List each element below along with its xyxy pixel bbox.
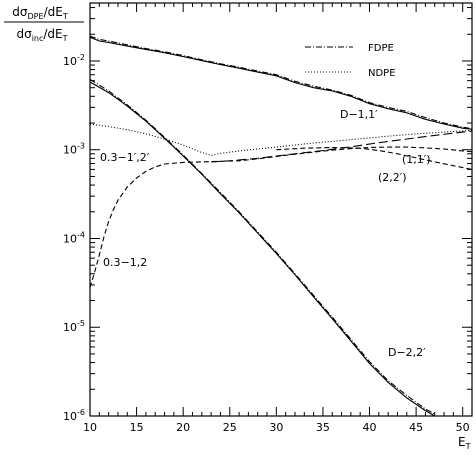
series-line-d11-full (89, 36, 473, 130)
x-axis-title-text: ET (458, 435, 471, 451)
legend-fdpe-label: FDPE (368, 43, 394, 54)
y-axis-title-denominator: dσinc/dET (16, 27, 67, 43)
annotation-ndpe-primed: 0.3−1′,2′ (100, 151, 150, 164)
series-line-ndpe-12 (89, 146, 473, 288)
annotations: D−1,1′ D−2,2′ 0.3−1′,2′ 0.3−1,2 (1,1′) (… (100, 108, 431, 359)
plot-border (89, 2, 473, 417)
series-line-curve-11p (211, 130, 473, 163)
y-tick-label: 10-6 (63, 408, 85, 423)
x-tick-label: 35 (316, 421, 330, 434)
series-curves (89, 35, 473, 417)
x-tick-label: 25 (223, 421, 237, 434)
y-tick-label: 10-4 (63, 230, 85, 245)
annotation-curve-22: (2,2′) (378, 171, 407, 184)
x-tick-label: 10 (83, 421, 97, 434)
x-tick-label: 20 (176, 421, 190, 434)
x-axis-title: ET (458, 435, 471, 451)
x-tick-label: 30 (269, 421, 283, 434)
x-tick-labels: 10 15 20 25 30 35 40 45 50 (83, 421, 470, 434)
y-tick-label: 10-3 (63, 142, 85, 157)
series-line-d22-fdpe (89, 78, 435, 415)
x-tick-label: 15 (130, 421, 144, 434)
y-axis-title: dσDPE/dET dσinc/dET (4, 5, 84, 43)
series-line-d11-fdpe (89, 35, 473, 130)
x-tick-label: 40 (363, 421, 377, 434)
y-tick-labels: 10-6 10-5 10-4 10-3 10-2 (63, 53, 85, 423)
annotation-ndpe-unprimed: 0.3−1,2 (103, 256, 147, 269)
plot-frame (89, 2, 473, 417)
axis-ticks (89, 3, 473, 417)
annotation-curve-11: (1,1′) (402, 153, 431, 166)
legend-ndpe-label: NDPE (368, 68, 396, 79)
annotation-d22: D−2,2′ (388, 346, 426, 359)
series-line-d22-full (89, 81, 435, 417)
series-line-curve-22p (276, 146, 473, 170)
legend: FDPE NDPE (305, 43, 396, 79)
series-line-ndpe-1p2p (89, 123, 473, 157)
y-tick-label: 10-5 (63, 319, 85, 334)
y-axis-title-numerator: dσDPE/dET (12, 5, 68, 21)
y-tick-label: 10-2 (63, 53, 85, 68)
x-tick-label: 45 (409, 421, 423, 434)
annotation-d11: D−1,1′ (340, 108, 378, 121)
x-tick-label: 50 (456, 421, 470, 434)
